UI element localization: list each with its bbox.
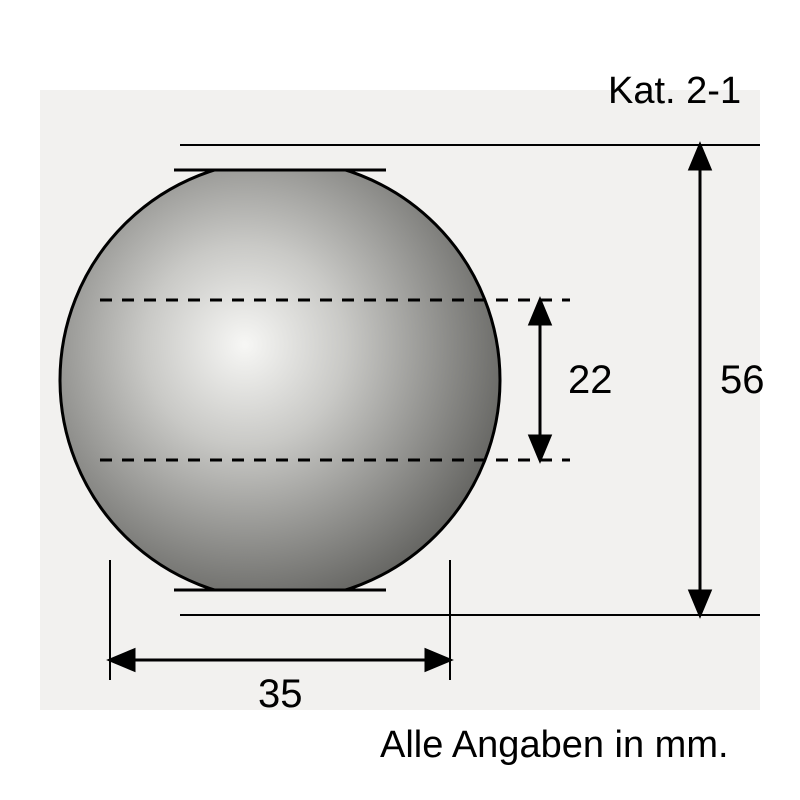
- diameter-value: 56: [720, 358, 765, 403]
- width-value: 35: [258, 672, 303, 717]
- category-label: Kat. 2-1: [608, 70, 741, 113]
- units-note: Alle Angaben in mm.: [380, 724, 729, 767]
- bore-value: 22: [568, 358, 613, 403]
- diagram-canvas: [0, 0, 800, 800]
- ball-body: [60, 160, 500, 600]
